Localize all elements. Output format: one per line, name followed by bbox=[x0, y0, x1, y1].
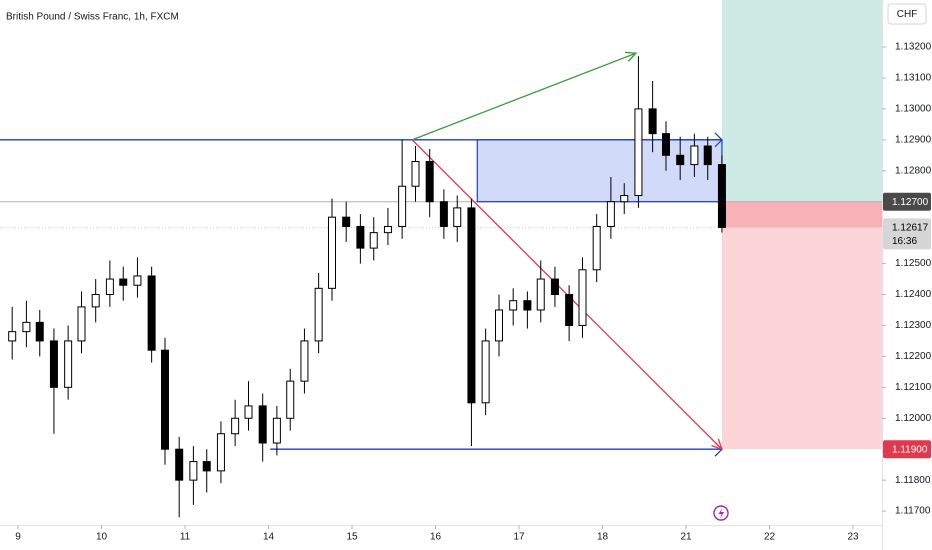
candle-body bbox=[509, 300, 518, 311]
open-loss-zone bbox=[721, 201, 882, 228]
candle-body bbox=[133, 275, 142, 286]
candle-body bbox=[411, 160, 420, 187]
x-tick-label: 9 bbox=[15, 532, 21, 543]
plot-area bbox=[0, 0, 882, 518]
candle-body bbox=[35, 321, 44, 342]
target-zone bbox=[721, 0, 882, 202]
y-tick-label: 1.13000 bbox=[895, 104, 932, 115]
candle-body bbox=[77, 306, 86, 342]
y-tick-label: 1.11800 bbox=[895, 475, 931, 486]
x-tick-label: 10 bbox=[96, 532, 108, 543]
candle-body bbox=[690, 145, 699, 166]
candle-body bbox=[202, 461, 211, 472]
price-label-box bbox=[883, 218, 931, 250]
range-box bbox=[476, 139, 723, 203]
candle-body bbox=[494, 309, 503, 342]
candle-body bbox=[717, 164, 726, 228]
arrowhead bbox=[624, 51, 638, 62]
candle-body bbox=[550, 278, 559, 296]
candle-body bbox=[578, 269, 587, 326]
candle-body bbox=[634, 108, 643, 197]
candle-body bbox=[369, 232, 378, 249]
arrowhead bbox=[711, 438, 723, 451]
price-label-box bbox=[883, 440, 931, 459]
candle-body bbox=[676, 154, 685, 166]
candle-body bbox=[661, 133, 670, 156]
y-tick-label: 1.12900 bbox=[895, 134, 932, 145]
candle-body bbox=[592, 225, 601, 271]
chart-title: British Pound / Swiss Franc, 1h, FXCM bbox=[6, 12, 179, 23]
candle-body bbox=[467, 207, 476, 404]
x-tick-label: 22 bbox=[764, 532, 776, 543]
candle-body bbox=[439, 201, 448, 227]
candle-body bbox=[258, 405, 267, 444]
candle-body bbox=[8, 331, 17, 342]
y-tick-label: 1.11700 bbox=[895, 506, 931, 517]
candle-body bbox=[216, 433, 225, 472]
candle-body bbox=[160, 349, 169, 450]
y-tick-label: 1.12100 bbox=[895, 382, 932, 393]
candle-body bbox=[231, 417, 240, 435]
y-tick-label: 1.12000 bbox=[895, 413, 932, 424]
currency[interactable]: CHF bbox=[897, 9, 918, 20]
candle-body bbox=[648, 108, 657, 135]
price-label: 1.11900 bbox=[892, 444, 928, 455]
y-tick-label: 1.12200 bbox=[895, 351, 932, 362]
candle-body bbox=[272, 417, 281, 444]
candle-body bbox=[425, 160, 434, 203]
price-label: 1.12700 bbox=[892, 197, 929, 208]
x-tick-label: 16 bbox=[430, 532, 442, 543]
y-tick-label: 1.13200 bbox=[895, 42, 932, 53]
x-tick-label: 21 bbox=[680, 532, 692, 543]
trend-arrow bbox=[411, 52, 637, 141]
candle-body bbox=[481, 340, 490, 404]
candle-body bbox=[565, 294, 574, 326]
candle-body bbox=[244, 405, 253, 419]
candle-body bbox=[105, 278, 114, 296]
x-tick-label: 18 bbox=[597, 532, 609, 543]
candle-body bbox=[64, 340, 73, 388]
candle-body bbox=[189, 461, 198, 481]
currency-button[interactable] bbox=[887, 3, 927, 25]
price-label-box bbox=[883, 192, 931, 211]
candle-body bbox=[606, 201, 615, 227]
candle-body bbox=[398, 185, 407, 227]
candle-body bbox=[523, 300, 532, 311]
candle-body bbox=[91, 294, 100, 308]
candle-body bbox=[356, 225, 365, 249]
y-tick-label: 1.13100 bbox=[895, 73, 932, 84]
candle-body bbox=[314, 287, 323, 342]
x-tick-label: 15 bbox=[346, 532, 358, 543]
x-tick-label: 11 bbox=[180, 532, 191, 543]
candle-body bbox=[147, 275, 156, 351]
x-tick-label: 14 bbox=[263, 532, 275, 543]
candle-body bbox=[175, 448, 184, 481]
price-label: 1.12617 bbox=[892, 223, 929, 234]
countdown-label: 16:36 bbox=[892, 236, 917, 247]
y-tick-label: 1.12400 bbox=[895, 289, 932, 300]
y-tick-label: 1.12500 bbox=[895, 258, 932, 269]
candle-body bbox=[300, 340, 309, 382]
candle-body bbox=[453, 207, 462, 227]
candle-body bbox=[536, 278, 545, 311]
alert-icon[interactable] bbox=[713, 505, 729, 521]
candle-body bbox=[342, 216, 351, 227]
y-tick-label: 1.12800 bbox=[895, 165, 932, 176]
stop-zone bbox=[721, 201, 882, 450]
x-tick-label: 23 bbox=[847, 532, 859, 543]
candle-body bbox=[49, 340, 58, 388]
x-tick-label: 17 bbox=[513, 532, 525, 543]
candle-body bbox=[119, 278, 128, 286]
candle-body bbox=[620, 195, 629, 203]
candle-body bbox=[22, 321, 31, 333]
y-tick-label: 1.12300 bbox=[895, 320, 932, 331]
candle-body bbox=[327, 216, 336, 289]
candle-body bbox=[383, 225, 392, 234]
candle-body bbox=[286, 380, 295, 419]
candle-body bbox=[703, 145, 712, 166]
